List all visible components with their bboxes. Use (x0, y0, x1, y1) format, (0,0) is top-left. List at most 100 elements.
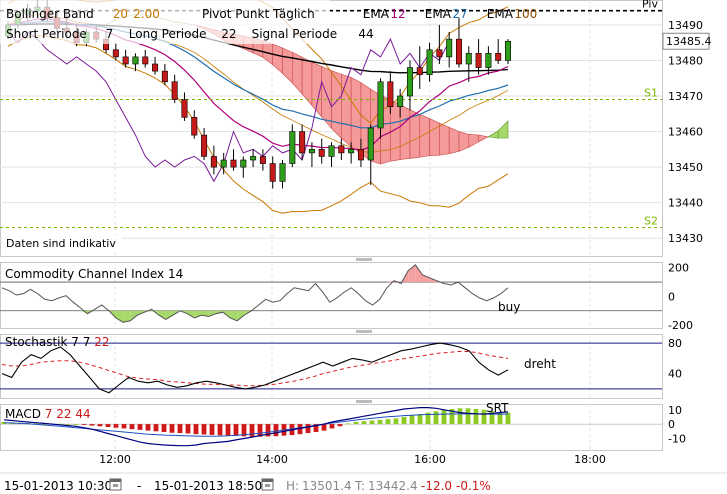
candle-body (112, 49, 119, 58)
macd-histogram-bar (441, 409, 447, 425)
candle-body (465, 53, 472, 65)
legend-bottom-5: 44 (358, 27, 373, 41)
macd-histogram-bar (113, 424, 119, 428)
cci-oversold-fill (87, 310, 95, 314)
macd-histogram-bar (81, 424, 87, 425)
candle-body (132, 56, 139, 65)
macd-tick-label: -10 (668, 433, 686, 446)
legend-bottom-3: 22 (221, 27, 236, 41)
cci-overbought-fill (422, 274, 430, 283)
cci-oversold-fill (194, 310, 202, 318)
legend-top-1: 20 (113, 7, 128, 21)
panel-frame-0 (0, 0, 663, 257)
candle-body (328, 145, 335, 157)
from-date-picker[interactable] (109, 478, 122, 491)
candle-body (455, 38, 462, 65)
panel-resize-handle[interactable] (356, 258, 372, 261)
candle-body (475, 53, 482, 68)
legend-top-5: 12 (390, 7, 405, 21)
macd-histogram-bar (193, 424, 199, 435)
macd-histogram-bar (33, 423, 39, 425)
cloud-segment (448, 126, 460, 155)
candle-body (191, 117, 198, 136)
disclaimer-text: Daten sind indikativ (6, 237, 116, 250)
cci-oversold-fill (130, 310, 138, 321)
footer-high-label: H: (286, 479, 299, 493)
price-tick-label: 13440 (668, 197, 703, 210)
footer-high-value: 13501.4 (302, 479, 352, 493)
macd-histogram-bar (497, 411, 503, 425)
candle-body (406, 67, 413, 97)
macd-histogram-bar (409, 415, 415, 425)
cci-oversold-fill (151, 310, 159, 316)
macd-histogram-bar (145, 424, 151, 431)
cloud-segment (350, 76, 362, 155)
legend-top-4: EMA (363, 7, 390, 21)
footer-change-value: -12.0 (421, 479, 452, 493)
macd-histogram-bar (417, 414, 423, 425)
candle-body (357, 149, 364, 161)
macd-histogram-bar (177, 424, 183, 434)
panel-frame-3 (0, 404, 663, 451)
macd-histogram-bar (257, 424, 263, 437)
cloud-segment (341, 73, 352, 148)
macd-histogram-bar (345, 423, 351, 425)
calendar-icon-header (262, 479, 273, 482)
cloud-segment (478, 134, 489, 143)
stoch-title: Stochastik 7 7 22 (5, 335, 109, 349)
macd-tick-label: 10 (668, 404, 682, 417)
panel-resize-handle[interactable] (356, 400, 372, 403)
cloud-segment (497, 120, 509, 139)
macd-histogram-bar (457, 408, 463, 425)
calendar-icon-cell (113, 484, 118, 487)
last-price-label: 13485.4 (666, 35, 712, 48)
legend-bottom-4: Signal Periode (252, 27, 337, 41)
candle-body (161, 70, 168, 83)
cci-oversold-fill (123, 310, 131, 323)
macd-histogram-bar (209, 424, 215, 435)
bollinger-lower-line (7, 35, 509, 214)
candle-body (426, 49, 433, 75)
candle-body (289, 131, 296, 164)
macd-histogram-bar (201, 424, 207, 435)
calendar-icon-cell (265, 484, 270, 487)
candle-body (367, 127, 374, 161)
macd-histogram-bar (65, 423, 71, 425)
cloud-segment (282, 47, 293, 84)
macd-histogram-bar (137, 424, 143, 430)
macd-histogram-bar (425, 412, 431, 425)
candle-body (505, 40, 511, 61)
candle-body (210, 156, 217, 168)
macd-histogram-bar (161, 424, 167, 433)
macd-histogram-bar (385, 419, 391, 425)
macd-histogram-bar (505, 412, 511, 425)
macd-histogram-bar (433, 411, 439, 425)
cci-line (1, 264, 509, 323)
macd-histogram-bar (121, 424, 127, 429)
candle-body (318, 149, 325, 157)
price-tick-label: 13450 (668, 161, 703, 174)
macd-histogram-bar (353, 421, 359, 425)
cci-oversold-fill (116, 310, 124, 323)
macd-histogram-bar (185, 424, 191, 434)
candle-body (387, 81, 394, 107)
cci-oversold-fill (158, 310, 166, 320)
footer-low-value: 13442.4 (368, 479, 418, 493)
macd-annotation: SRT (486, 401, 509, 415)
macd-histogram-bar (473, 409, 479, 425)
macd-histogram-bar (169, 424, 175, 433)
macd-histogram-bar (73, 424, 79, 425)
cci-oversold-fill (187, 310, 195, 318)
cloud-segment (272, 43, 283, 75)
to-date-picker[interactable] (261, 478, 274, 491)
candle-body (446, 38, 453, 58)
macd-histogram-bar (273, 424, 279, 437)
candle-body (308, 149, 315, 154)
macd-title-params: 7 22 44 (45, 407, 91, 421)
price-tick-label: 13460 (668, 126, 703, 139)
price-tick-label: 13480 (668, 54, 703, 67)
candle-body (220, 159, 227, 168)
level-label-piv: Piv (642, 0, 658, 11)
cci-overbought-fill (415, 264, 423, 283)
panel-resize-handle[interactable] (356, 330, 372, 333)
